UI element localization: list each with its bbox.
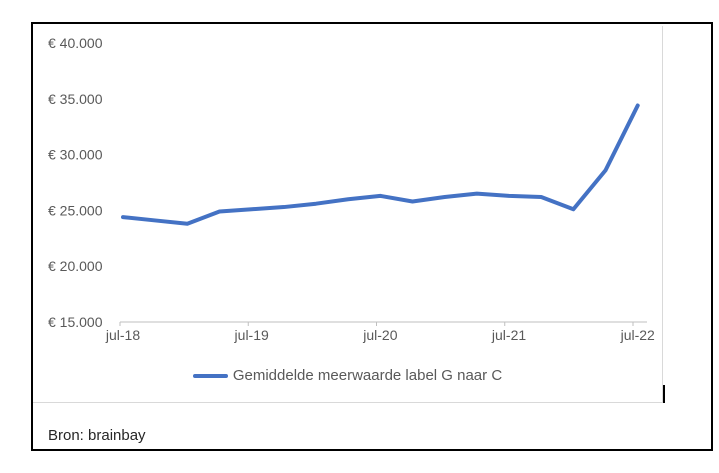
chart-object-border-right bbox=[662, 26, 663, 403]
y-axis-label: € 30.000 bbox=[48, 147, 103, 163]
chart-frame: € 40.000 € 35.000 € 30.000 € 25.000 € 20.000… bbox=[31, 22, 713, 451]
source-note: Bron: brainbay bbox=[48, 427, 146, 444]
series-line bbox=[121, 103, 640, 226]
x-axis-label: jul-22 bbox=[620, 327, 655, 343]
legend-label: Gemiddelde meerwaarde label G naar C bbox=[232, 367, 503, 384]
x-axis-label: jul-18 bbox=[105, 327, 140, 343]
legend-line-swatch-icon bbox=[192, 373, 228, 378]
text-cursor bbox=[663, 385, 665, 403]
x-axis-label: jul-19 bbox=[234, 327, 269, 343]
y-axis-label: € 25.000 bbox=[48, 202, 103, 218]
x-axis-label: jul-21 bbox=[491, 327, 526, 343]
y-axis-label: € 35.000 bbox=[48, 91, 103, 107]
y-axis-label: € 40.000 bbox=[48, 35, 103, 51]
line-chart: € 40.000 € 35.000 € 30.000 € 25.000 € 20.000… bbox=[48, 35, 655, 343]
x-axis-label: jul-20 bbox=[362, 327, 397, 343]
y-axis-label: € 20.000 bbox=[48, 258, 103, 274]
chart-object-border-bottom bbox=[33, 402, 664, 403]
y-axis-label: € 15.000 bbox=[48, 314, 103, 330]
chart-legend: Gemiddelde meerwaarde label G naar C bbox=[33, 367, 662, 384]
